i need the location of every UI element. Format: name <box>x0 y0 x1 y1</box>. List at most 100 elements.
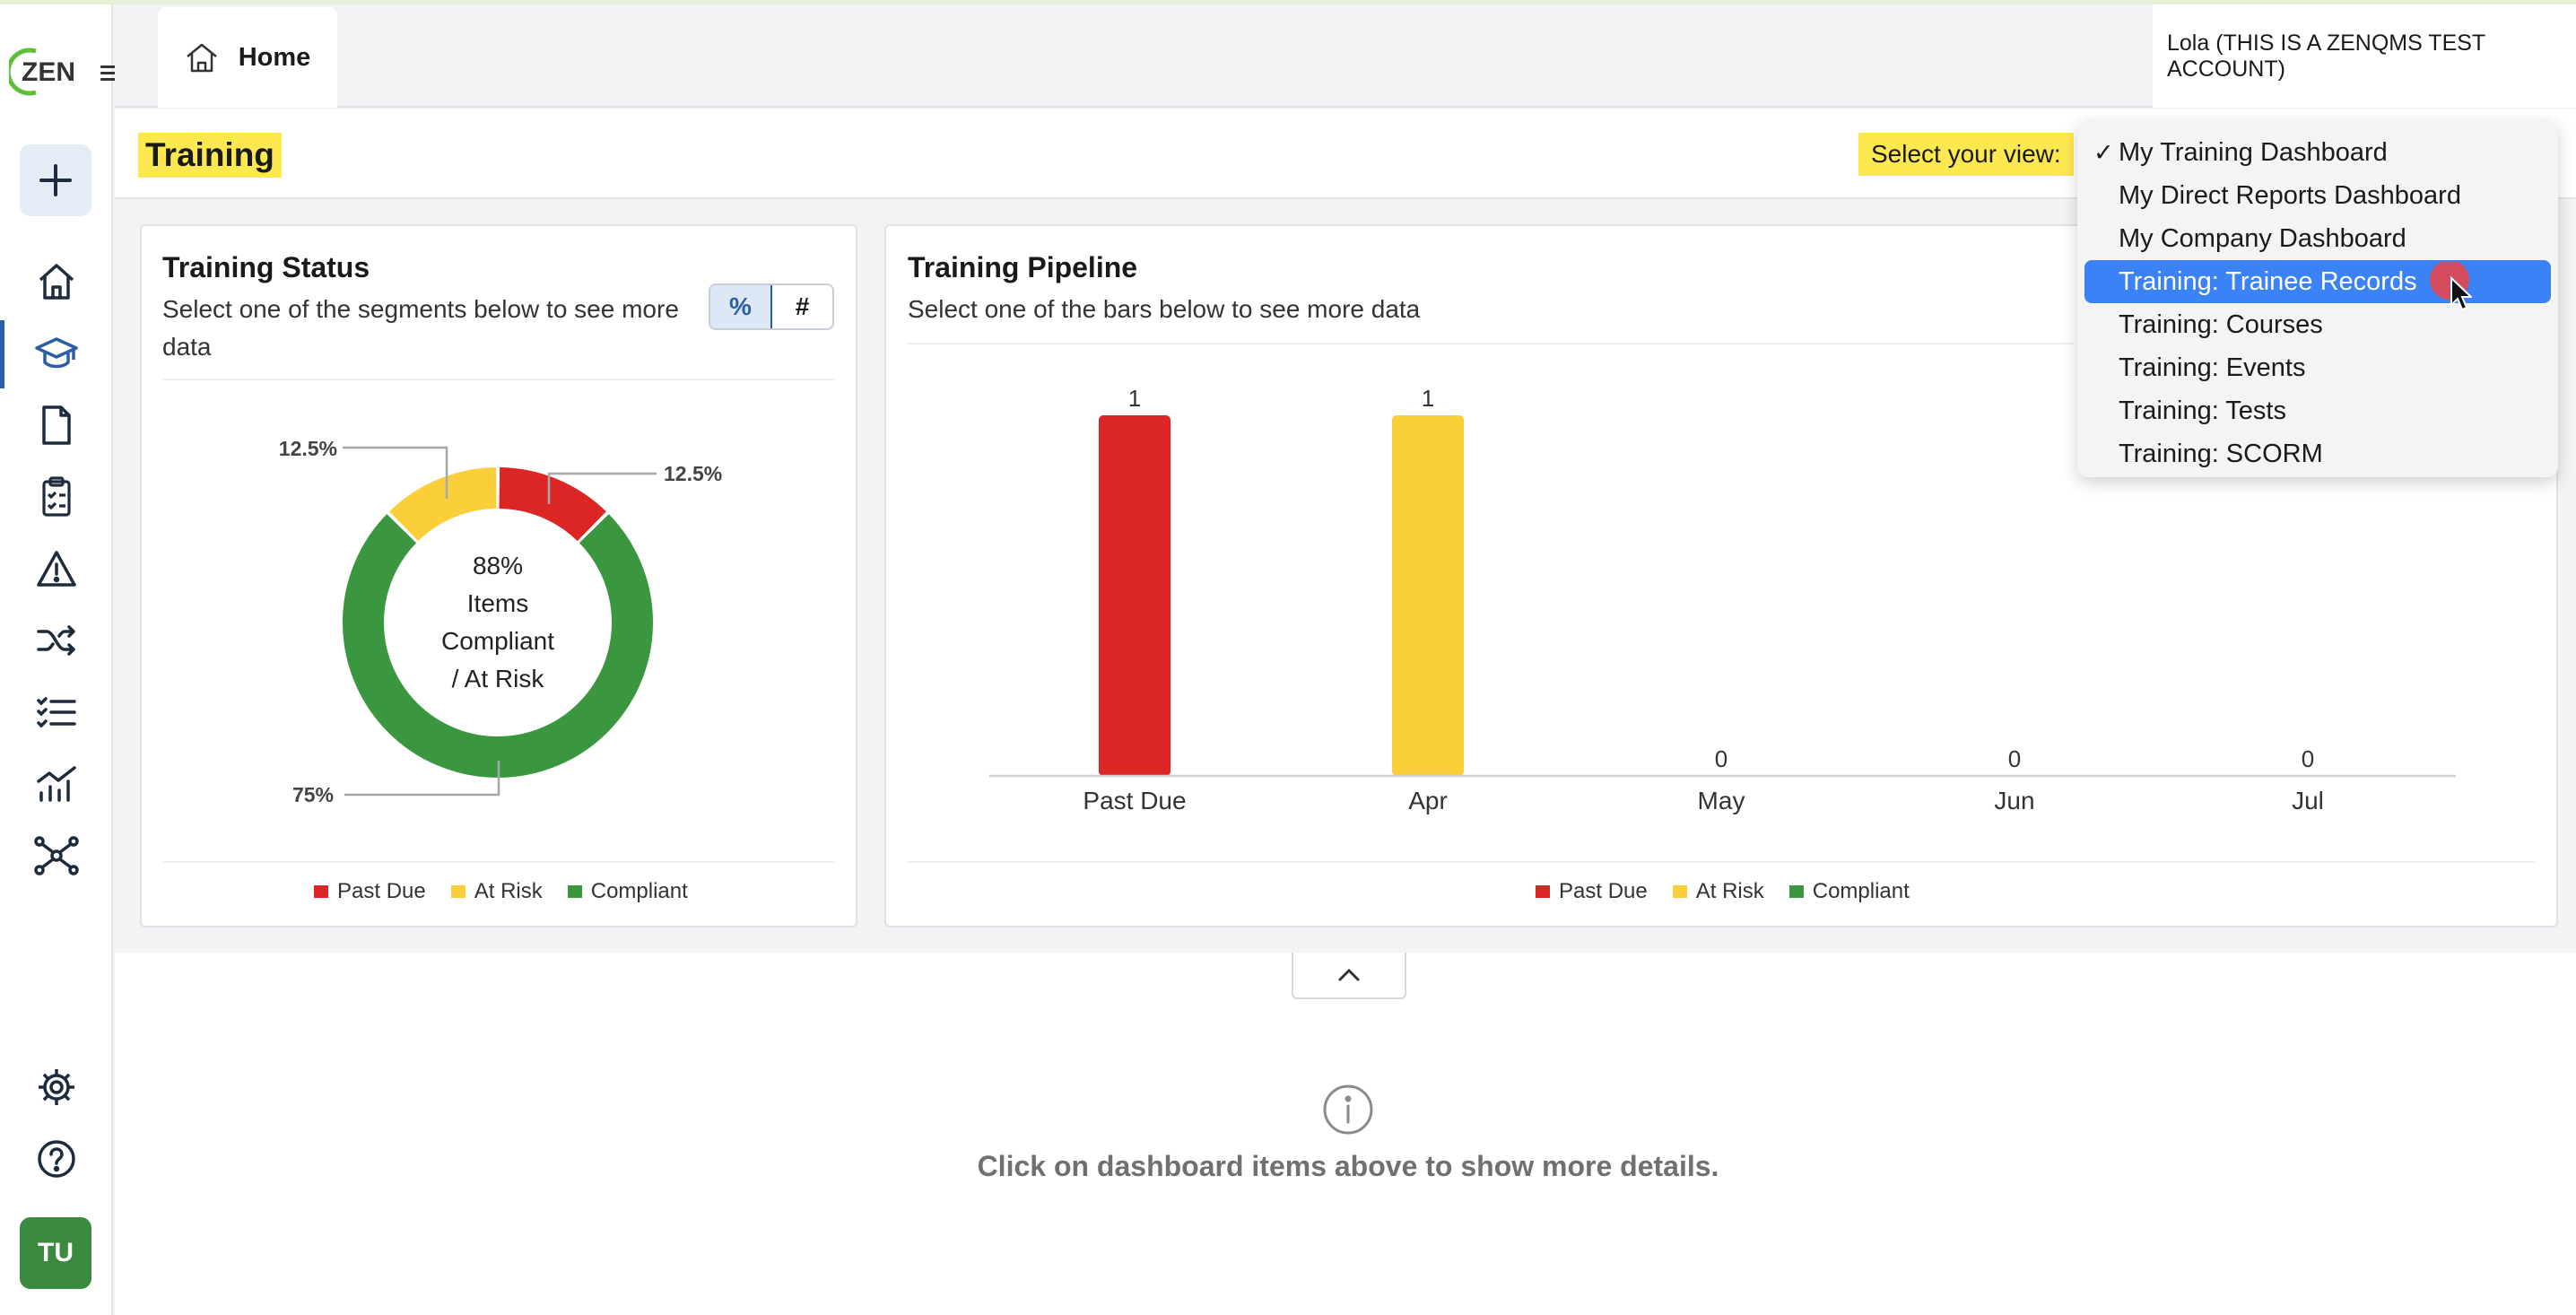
legend-item-compliant[interactable]: Compliant <box>567 879 688 904</box>
legend-item-compliant[interactable]: Compliant <box>1788 879 1910 904</box>
view-select-dropdown[interactable]: ✓ My Training Dashboard My Direct Reports … <box>2077 120 2558 477</box>
legend-label: Past Due <box>1559 879 1648 903</box>
user-avatar[interactable]: TU <box>20 1217 91 1289</box>
training-pipeline-bar-chart[interactable]: 1 1 0 0 0 Past Due Apr May Jun Jul <box>978 377 2485 825</box>
account-label: Lola (THIS IS A ZENQMS TEST ACCOUNT) <box>2167 30 2485 82</box>
legend-item-past-due[interactable]: Past Due <box>314 879 426 904</box>
donut-label-past-due: 12.5% <box>664 462 722 485</box>
view-option-label: Training: SCORM <box>2119 439 2323 468</box>
view-option-label: Training: Trainee Records <box>2119 266 2417 296</box>
leader-line-compliant <box>344 761 500 797</box>
bar-value-label: 1 <box>1128 385 1141 412</box>
bar-value-label: 0 <box>2302 745 2314 772</box>
view-option-label: My Company Dashboard <box>2119 223 2406 253</box>
zen-logo[interactable]: ZEN <box>5 44 79 100</box>
donut-center-text: Items <box>467 589 528 617</box>
home-icon <box>186 43 217 73</box>
legend-swatch <box>314 885 328 898</box>
clipboard-checklist-icon[interactable] <box>34 475 79 519</box>
view-option-my-direct-reports-dashboard[interactable]: My Direct Reports Dashboard <box>2077 174 2558 217</box>
donut-slice-at-risk[interactable] <box>389 467 498 542</box>
legend-swatch <box>450 885 466 898</box>
view-option-training-tests[interactable]: Training: Tests <box>2077 389 2558 432</box>
bar-past-due[interactable] <box>1099 415 1171 776</box>
x-tick-label: Past Due <box>1083 787 1186 814</box>
training-pipeline-subtitle: Select one of the bars below to see more… <box>908 295 1421 323</box>
tab-label: Home <box>238 42 311 72</box>
detail-placeholder-message: Click on dashboard items above to show m… <box>977 1150 1719 1182</box>
divider <box>162 861 835 863</box>
home-icon[interactable] <box>34 259 79 304</box>
legend-label: Compliant <box>590 879 688 903</box>
account-menu[interactable]: Lola (THIS IS A ZENQMS TEST ACCOUNT) <box>2153 4 2576 108</box>
training-pipeline-legend: Past Due At Risk Compliant <box>1536 879 1910 904</box>
x-tick-label: Jun <box>1994 787 2034 814</box>
warning-icon[interactable] <box>34 546 79 591</box>
add-new-button[interactable] <box>20 144 91 216</box>
legend-swatch <box>1788 885 1804 898</box>
legend-label: Past Due <box>337 879 426 903</box>
donut-slice-past-due[interactable] <box>498 467 606 542</box>
donut-label-at-risk: 12.5% <box>279 437 337 460</box>
top-accent-line <box>0 0 2576 4</box>
legend-label: At Risk <box>474 879 543 903</box>
legend-label: At Risk <box>1695 879 1764 903</box>
select-view-label: Select your view: <box>1858 133 2074 176</box>
leader-line-past-due <box>547 472 657 504</box>
svg-text:ZEN: ZEN <box>22 57 75 87</box>
graduation-cap-icon[interactable] <box>34 331 79 376</box>
plus-icon <box>39 164 72 196</box>
shuffle-icon[interactable] <box>34 618 79 663</box>
legend-item-at-risk[interactable]: At Risk <box>1672 879 1764 904</box>
donut-center-text: Compliant <box>441 627 554 655</box>
training-status-donut-chart[interactable]: 12.5% 12.5% 75% 88% Items Compliant / At Risk <box>251 422 753 834</box>
view-option-my-company-dashboard[interactable]: My Company Dashboard <box>2077 217 2558 260</box>
view-option-label: Training: Courses <box>2119 309 2323 339</box>
display-mode-toggle[interactable]: % # <box>709 283 834 330</box>
view-option-label: My Training Dashboard <box>2119 137 2388 167</box>
donut-slice-compliant[interactable] <box>343 514 653 778</box>
view-option-my-training-dashboard[interactable]: ✓ My Training Dashboard <box>2077 131 2558 174</box>
subtitle-line: data <box>162 333 212 361</box>
bar-apr[interactable] <box>1392 415 1464 776</box>
mouse-cursor-icon <box>2430 262 2472 311</box>
task-list-icon[interactable] <box>34 690 79 735</box>
view-option-training-trainee-records[interactable]: Training: Trainee Records <box>2084 260 2551 303</box>
training-pipeline-title: Training Pipeline <box>908 251 1138 283</box>
network-icon[interactable] <box>34 833 79 878</box>
view-option-label: Training: Tests <box>2119 396 2286 425</box>
legend-item-past-due[interactable]: Past Due <box>1536 879 1648 904</box>
view-option-training-courses[interactable]: Training: Courses <box>2077 303 2558 346</box>
percent-toggle-button[interactable]: % <box>710 285 772 328</box>
legend-swatch <box>1536 885 1550 898</box>
view-option-training-scorm[interactable]: Training: SCORM <box>2077 432 2558 475</box>
menu-toggle-icon[interactable] <box>100 62 124 83</box>
bar-value-label: 0 <box>2008 745 2021 772</box>
training-status-title: Training Status <box>162 251 370 283</box>
training-status-subtitle: Select one of the segments below to see … <box>162 291 679 366</box>
divider <box>162 379 835 380</box>
donut-center-text: 88% <box>473 552 523 579</box>
legend-swatch <box>1672 885 1687 898</box>
help-icon[interactable] <box>34 1136 79 1181</box>
training-status-legend: Past Due At Risk Compliant <box>314 879 688 904</box>
training-status-card <box>140 224 857 927</box>
collapse-panel-button[interactable] <box>1292 953 1406 999</box>
legend-item-at-risk[interactable]: At Risk <box>450 879 543 904</box>
document-icon[interactable] <box>34 403 79 448</box>
sidebar: ZEN TU <box>0 4 124 1315</box>
leader-line-at-risk <box>343 446 448 499</box>
page-title: Training <box>138 133 282 178</box>
view-option-training-events[interactable]: Training: Events <box>2077 346 2558 389</box>
count-toggle-button[interactable]: # <box>795 292 810 320</box>
gear-icon[interactable] <box>34 1065 79 1110</box>
divider <box>908 861 2536 863</box>
view-option-label: Training: Events <box>2119 353 2306 382</box>
active-nav-indicator <box>0 320 4 388</box>
analytics-icon[interactable] <box>34 762 79 806</box>
legend-swatch <box>567 885 582 898</box>
view-option-label: My Direct Reports Dashboard <box>2119 180 2461 210</box>
tab-home[interactable]: Home <box>158 7 337 108</box>
legend-label: Compliant <box>1812 879 1910 903</box>
subtitle-line: Select one of the segments below to see … <box>162 295 679 323</box>
